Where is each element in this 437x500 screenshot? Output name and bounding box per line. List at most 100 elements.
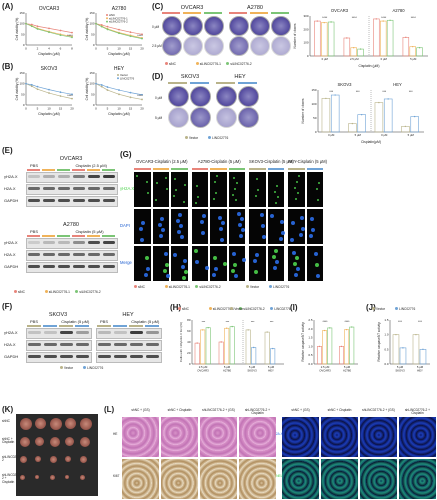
data-point xyxy=(71,97,73,100)
tumor xyxy=(35,475,39,479)
lane-color-bar xyxy=(306,168,323,170)
if-image xyxy=(306,246,323,281)
y-tick-label: 150 xyxy=(311,88,316,92)
x-tick-label: 5 μM xyxy=(410,57,417,61)
nucleus xyxy=(275,185,278,187)
data-point xyxy=(71,93,73,96)
panel-label-d: (D) xyxy=(152,72,164,81)
data-point xyxy=(59,29,62,32)
blot-band xyxy=(57,199,70,202)
nucleus xyxy=(212,273,216,277)
y-tick-label: 2.5 xyxy=(308,318,313,322)
colony-dish xyxy=(168,107,189,128)
legend-text: LINC02776 xyxy=(274,307,291,311)
tumor xyxy=(80,418,92,430)
x-tick-label: 2.5 μM xyxy=(350,57,359,61)
colony-dish xyxy=(190,86,211,107)
bar xyxy=(245,329,251,365)
series-line xyxy=(95,23,143,39)
nucleus xyxy=(213,256,217,260)
nucleus xyxy=(272,266,277,270)
if-image xyxy=(152,246,170,281)
colony-dish xyxy=(229,16,249,36)
blot-band xyxy=(87,175,100,178)
panel-label-l: (L) xyxy=(104,405,115,414)
tumor xyxy=(20,418,32,430)
g-legend-1-entry: siLINC02776-2 xyxy=(195,285,221,289)
nucleus xyxy=(160,228,165,232)
x-axis-label: Cisplatin (μM) xyxy=(108,112,130,116)
nucleus xyxy=(269,214,274,218)
significance-mark: *** xyxy=(356,90,360,94)
nucleus xyxy=(261,224,265,228)
nucleus xyxy=(314,263,319,267)
nucleus xyxy=(294,187,296,189)
f-legend-entry: Vector xyxy=(60,366,73,370)
legend-swatch xyxy=(134,285,137,288)
blot-title: A2780 xyxy=(63,222,79,228)
tumor-row-label: shLINC02776-2 xyxy=(2,455,23,463)
blot-row-label: H2A.X xyxy=(4,342,16,347)
data-point xyxy=(118,32,120,35)
blot-band xyxy=(75,331,89,334)
legend-text: LINC02776 xyxy=(120,76,135,80)
if-image xyxy=(249,246,266,281)
y-tick-label: 150 xyxy=(19,11,24,15)
blot-band xyxy=(43,331,57,334)
series-line xyxy=(25,23,73,38)
nucleus xyxy=(173,253,177,257)
series-line xyxy=(95,23,143,35)
x-tick-label: 20 xyxy=(140,47,144,51)
bar-point xyxy=(405,36,407,39)
data-point xyxy=(129,96,132,99)
x-tick-label-2: HEY xyxy=(268,369,274,373)
he-stain-image xyxy=(161,417,198,457)
if-image xyxy=(288,246,305,281)
nucleus xyxy=(165,274,170,278)
legend-text: siLINC02776-1 xyxy=(168,285,190,289)
lane-color-bar xyxy=(87,235,100,237)
data-point xyxy=(48,88,50,91)
lane-color-bar xyxy=(238,82,257,84)
blot-band xyxy=(27,253,40,256)
data-point xyxy=(30,25,33,28)
legend-text: siLINC02776-2 xyxy=(243,307,265,311)
blot-band xyxy=(102,175,115,178)
x-tick-label: 4 xyxy=(48,47,50,51)
e-legend-entry: siLINC02776-1 xyxy=(44,290,70,294)
colony-dish xyxy=(271,16,291,36)
y-tick-label: 100 xyxy=(89,82,94,86)
nucleus xyxy=(232,263,237,267)
if-col-label: shNC + (GS) xyxy=(291,408,310,412)
x-tick-label-2: A2780 xyxy=(343,369,352,373)
tumor-row-label: shNC + Cisplatin xyxy=(2,437,15,445)
gh2ax-dapi-image xyxy=(321,417,358,457)
bar xyxy=(392,334,400,365)
tumor xyxy=(65,456,71,462)
significance-mark: **** xyxy=(322,16,328,20)
ki67-stain-image xyxy=(161,459,198,499)
legend-swatch xyxy=(246,285,249,288)
legend-swatch xyxy=(208,307,212,310)
nucleus xyxy=(273,191,276,193)
legend-marker xyxy=(106,17,108,20)
nucleus xyxy=(175,189,177,191)
legend-swatch xyxy=(230,307,234,310)
tumor xyxy=(50,456,57,463)
x-axis-label: Cisplatin (μM) xyxy=(38,112,60,116)
nucleus xyxy=(184,184,186,186)
series-line xyxy=(95,83,143,96)
nucleus xyxy=(298,175,300,177)
blot-band xyxy=(87,187,100,190)
lane-color-bar xyxy=(72,235,85,237)
lane-color-bar xyxy=(171,168,188,170)
significance-mark: **** xyxy=(137,94,143,98)
legend-swatch xyxy=(226,62,230,65)
legend-swatch xyxy=(208,136,212,139)
blot-band xyxy=(42,175,55,178)
nucleus xyxy=(240,228,245,232)
if-image xyxy=(191,209,208,244)
blot-band xyxy=(57,253,70,256)
j-legend-entry: LINC02776 xyxy=(395,307,415,311)
